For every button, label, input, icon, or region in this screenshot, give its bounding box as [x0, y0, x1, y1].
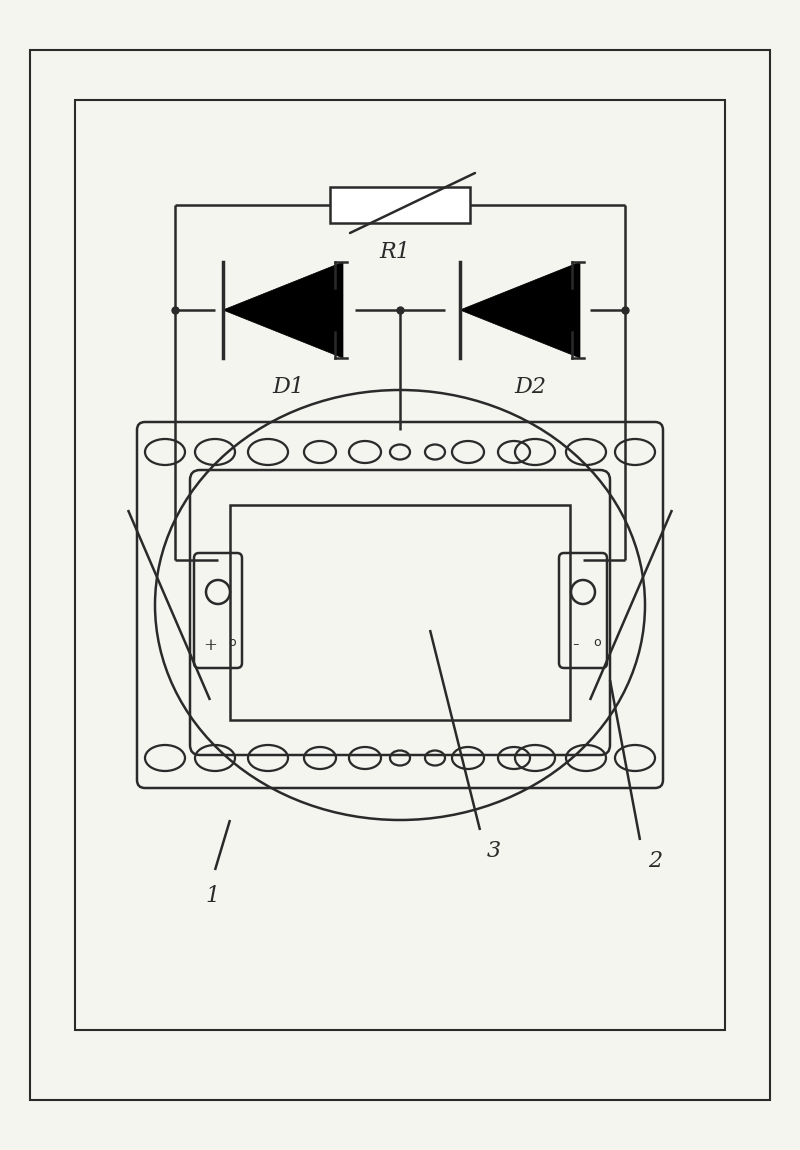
Polygon shape	[460, 262, 580, 358]
Polygon shape	[223, 262, 343, 358]
Text: o: o	[593, 636, 601, 649]
Bar	[330, 187, 470, 223]
Text: D1: D1	[272, 376, 304, 398]
Text: -: -	[572, 636, 578, 654]
Text: 2: 2	[648, 850, 662, 872]
Bar	[230, 505, 570, 720]
Text: 3: 3	[487, 840, 501, 862]
Text: +: +	[203, 636, 217, 653]
Text: o: o	[228, 636, 236, 649]
Text: D2: D2	[514, 376, 546, 398]
Text: 1: 1	[205, 886, 219, 907]
Bar	[75, 100, 725, 1030]
Text: R1: R1	[379, 242, 410, 263]
